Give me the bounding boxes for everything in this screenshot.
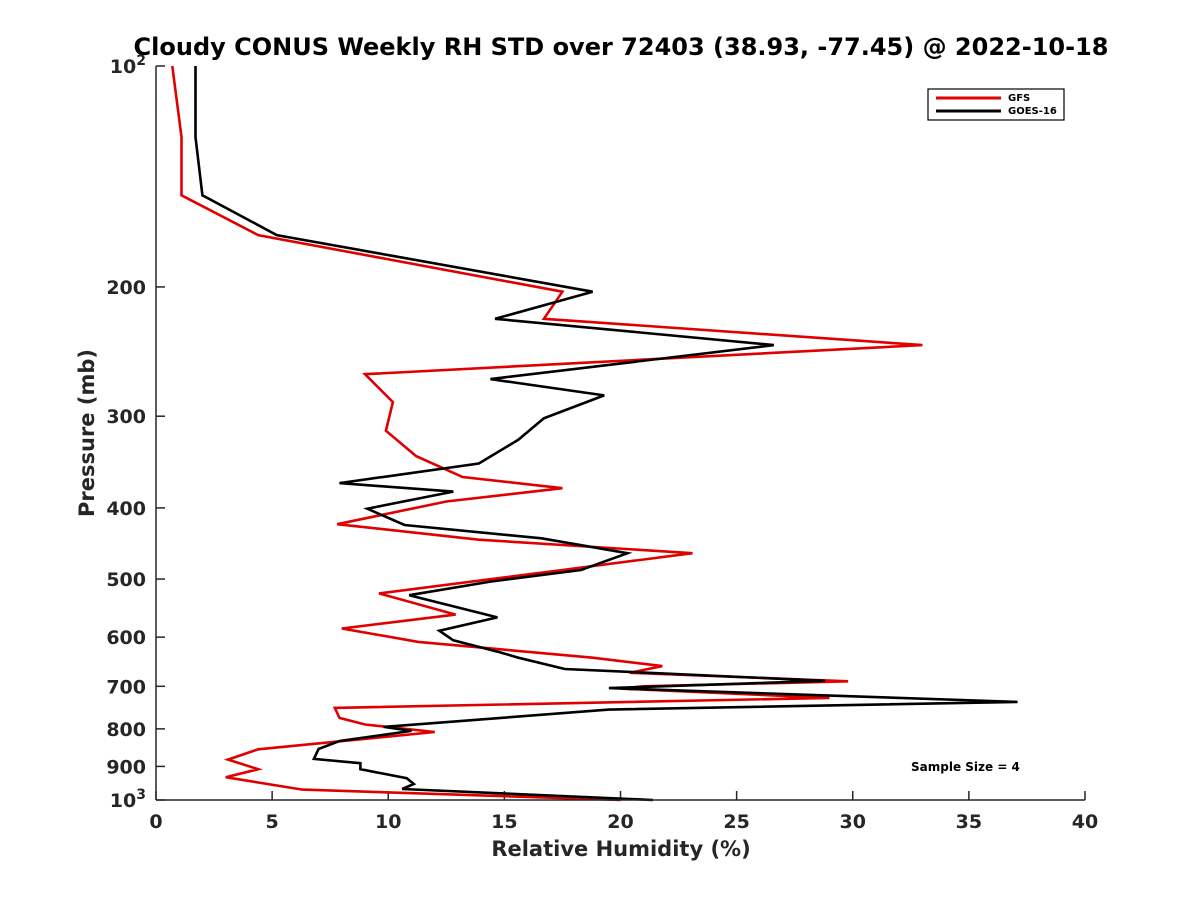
y-tick-label-exponent: 2 [136, 53, 146, 69]
y-tick-label-base: 300 [106, 406, 146, 428]
x-axis-ticks: 0 5 10 15 20 25 30 35 40 [149, 791, 1098, 833]
y-tick-label: 200 [106, 277, 146, 299]
chart-title: Cloudy CONUS Weekly RH STD over 72403 (3… [134, 33, 1109, 61]
y-tick-label: 600 [106, 627, 146, 649]
series-line-gfs [171, 65, 923, 802]
x-tick-label: 5 [266, 811, 279, 833]
legend: GFS GOES-16 [927, 88, 1065, 121]
y-tick-label-base: 200 [106, 277, 146, 299]
y-tick-label-base: 10 [110, 56, 136, 78]
y-tick-label: 900 [106, 756, 146, 778]
y-tick-label: 700 [106, 676, 146, 698]
legend-box [927, 88, 1065, 121]
sample-size-annotation: Sample Size = 4 [911, 760, 1020, 774]
series-lines [171, 65, 1018, 802]
y-tick-label-base: 800 [106, 719, 146, 741]
y-tick-label-base: 500 [106, 569, 146, 591]
x-tick-label: 0 [149, 811, 162, 833]
y-tick-label: 300 [106, 406, 146, 428]
y-tick-label-base: 700 [106, 676, 146, 698]
y-tick-label: 500 [106, 569, 146, 591]
x-tick-label: 40 [1072, 811, 1098, 833]
y-tick-label: 103 [110, 787, 146, 812]
x-tick-label: 20 [607, 811, 633, 833]
y-tick-label: 800 [106, 719, 146, 741]
legend-gfs-label: GFS [1008, 93, 1030, 104]
x-tick-label: 35 [956, 811, 982, 833]
y-tick-label-base: 600 [106, 627, 146, 649]
y-axis-label: Pressure (mb) [75, 349, 99, 517]
x-tick-label: 10 [375, 811, 401, 833]
y-tick-label-exponent: 3 [136, 787, 146, 803]
y-tick-label-base: 900 [106, 756, 146, 778]
legend-goes16-label: GOES-16 [1008, 106, 1057, 117]
x-tick-label: 25 [723, 811, 749, 833]
x-tick-label: 30 [840, 811, 866, 833]
y-tick-label: 102 [110, 53, 146, 78]
x-tick-label: 15 [491, 811, 517, 833]
y-tick-label: 400 [106, 498, 146, 520]
y-tick-label-base: 10 [110, 790, 136, 812]
y-tick-label-base: 400 [106, 498, 146, 520]
series-line-goes-16 [194, 66, 1018, 802]
x-axis-label: Relative Humidity (%) [491, 837, 750, 861]
